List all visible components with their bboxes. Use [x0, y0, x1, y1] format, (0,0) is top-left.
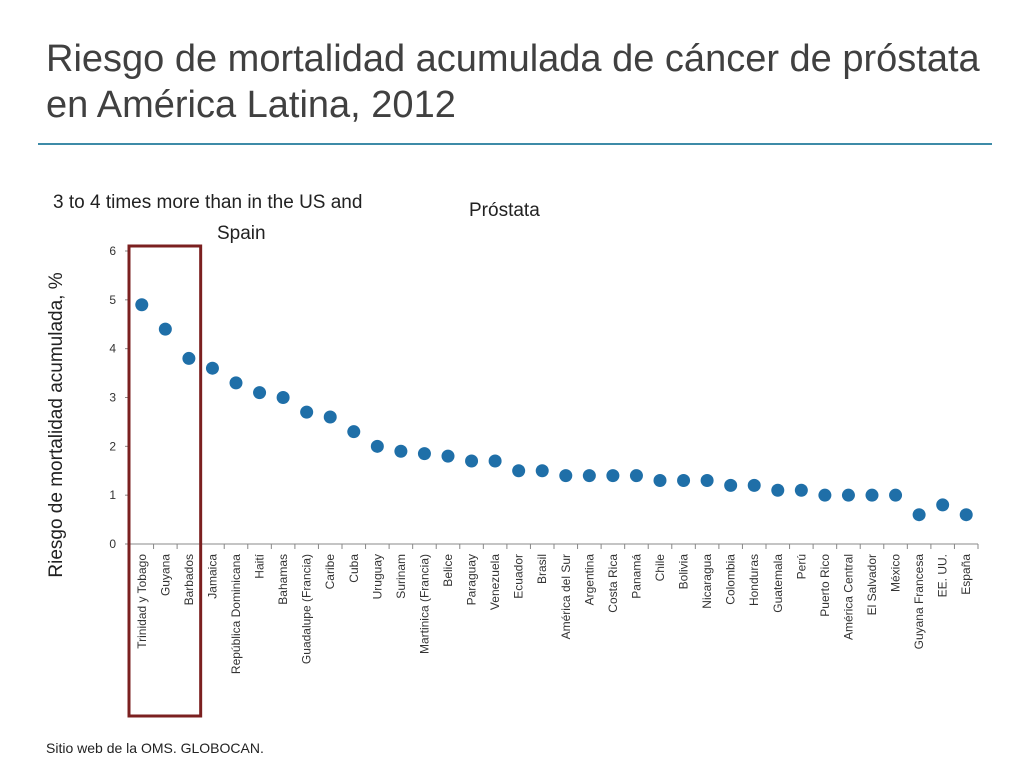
data-point [936, 498, 950, 512]
x-tick-label: Chile [653, 554, 667, 582]
axes: 0 1 2 3 4 5 6 Trinidad y Tobago Guyana Barbados Ja… [109, 244, 979, 674]
data-point [229, 376, 243, 390]
x-tick-label: Puerto Rico [818, 554, 832, 617]
x-tick-label: Paraguay [465, 554, 479, 605]
data-point [818, 488, 832, 502]
data-point [182, 351, 196, 365]
x-tick-label: México [889, 554, 903, 592]
x-tick-label: Guatemala [771, 554, 785, 613]
x-tick-label: Guyana Francesa [912, 554, 926, 650]
x-tick-label: América del Sur [559, 554, 573, 639]
y-tick-label: 2 [109, 439, 116, 453]
x-tick-label: El Salvador [865, 554, 879, 615]
x-tick-label: Costa Rica [606, 554, 620, 613]
data-point [417, 447, 431, 461]
data-point [841, 488, 855, 502]
data-point [912, 508, 926, 522]
data-point [394, 444, 408, 458]
source-note: Sitio web de la OMS. GLOBOCAN. [46, 740, 264, 756]
x-tick-label: Caribe [323, 554, 337, 590]
data-point [205, 361, 219, 375]
data-point [441, 449, 455, 463]
x-tick-label: Haití [253, 553, 267, 578]
x-tick-label: Nicaragua [700, 554, 714, 609]
x-tick-label: Belice [441, 554, 455, 587]
y-tick-label: 0 [109, 537, 116, 551]
data-point [865, 488, 879, 502]
x-tick-label: Barbados [182, 554, 196, 605]
x-tick-label: Jamaica [205, 554, 219, 599]
x-tick-label: Bahamas [276, 554, 290, 605]
x-tick-label: Perú [794, 554, 808, 579]
x-tick-label: Ecuador [512, 554, 526, 599]
data-point [512, 464, 526, 478]
data-point [794, 483, 808, 497]
data-point [370, 439, 384, 453]
data-point [135, 298, 149, 312]
x-tick-label: Martinica (Francia) [417, 554, 431, 654]
data-point [582, 469, 596, 483]
data-point [959, 508, 973, 522]
data-point [276, 391, 290, 404]
data-point [677, 474, 691, 488]
x-tick-label: Bolivia [677, 554, 691, 590]
data-point [747, 478, 761, 492]
data-point [158, 322, 172, 336]
x-tick-label: Surinam [394, 554, 408, 599]
data-point [889, 488, 903, 502]
chart-title: Próstata [469, 200, 540, 221]
y-axis-label: Riesgo de mortalidad acumulada, % [46, 272, 67, 577]
data-point [323, 410, 337, 424]
annotation-line-1: 3 to 4 times more than in the US and [53, 192, 362, 213]
x-tick-label: República Dominicana [229, 554, 243, 674]
data-point [300, 405, 314, 419]
data-point [629, 469, 643, 483]
data-point [253, 386, 267, 400]
slide-title: Riesgo de mortalidad acumulada de cáncer… [46, 38, 980, 126]
data-point [488, 454, 502, 468]
prostate-mortality-chart: 3 to 4 times more than in the US and Spa… [46, 192, 979, 718]
x-tick-label: Guyana [158, 554, 172, 596]
data-point [535, 464, 549, 478]
data-point [653, 474, 667, 488]
data-point [606, 469, 620, 483]
data-point [724, 478, 738, 492]
x-tick-label: Venezuela [488, 554, 502, 610]
y-tick-label: 4 [109, 342, 116, 356]
data-point [465, 454, 479, 468]
x-tick-label: Brasil [535, 554, 549, 584]
annotation-line-2: Spain [217, 223, 266, 244]
x-tick-label: Guadalupe (Francia) [300, 554, 314, 664]
x-tick-label: Panamá [629, 554, 643, 599]
x-tick-label: Uruguay [370, 554, 384, 599]
y-tick-label: 5 [109, 293, 116, 307]
data-points [135, 298, 973, 522]
highlight-box [127, 244, 203, 718]
x-tick-label: Trinidad y Tobago [135, 554, 149, 649]
data-point [347, 425, 361, 439]
x-tick-label: Colombia [724, 554, 738, 605]
data-point [700, 474, 714, 488]
y-tick-label: 6 [109, 244, 116, 258]
x-tick-label: EE. UU. [936, 554, 950, 597]
x-tick-label: América Central [841, 554, 855, 640]
y-tick-label: 1 [109, 488, 116, 502]
data-point [771, 483, 785, 497]
title-divider [38, 143, 992, 145]
x-tick-label: Cuba [347, 554, 361, 583]
x-tick-label: España [959, 554, 973, 595]
x-tick-label: Honduras [747, 554, 761, 606]
y-tick-label: 3 [109, 391, 116, 405]
x-tick-label: Argentina [582, 554, 596, 606]
data-point [559, 469, 573, 483]
